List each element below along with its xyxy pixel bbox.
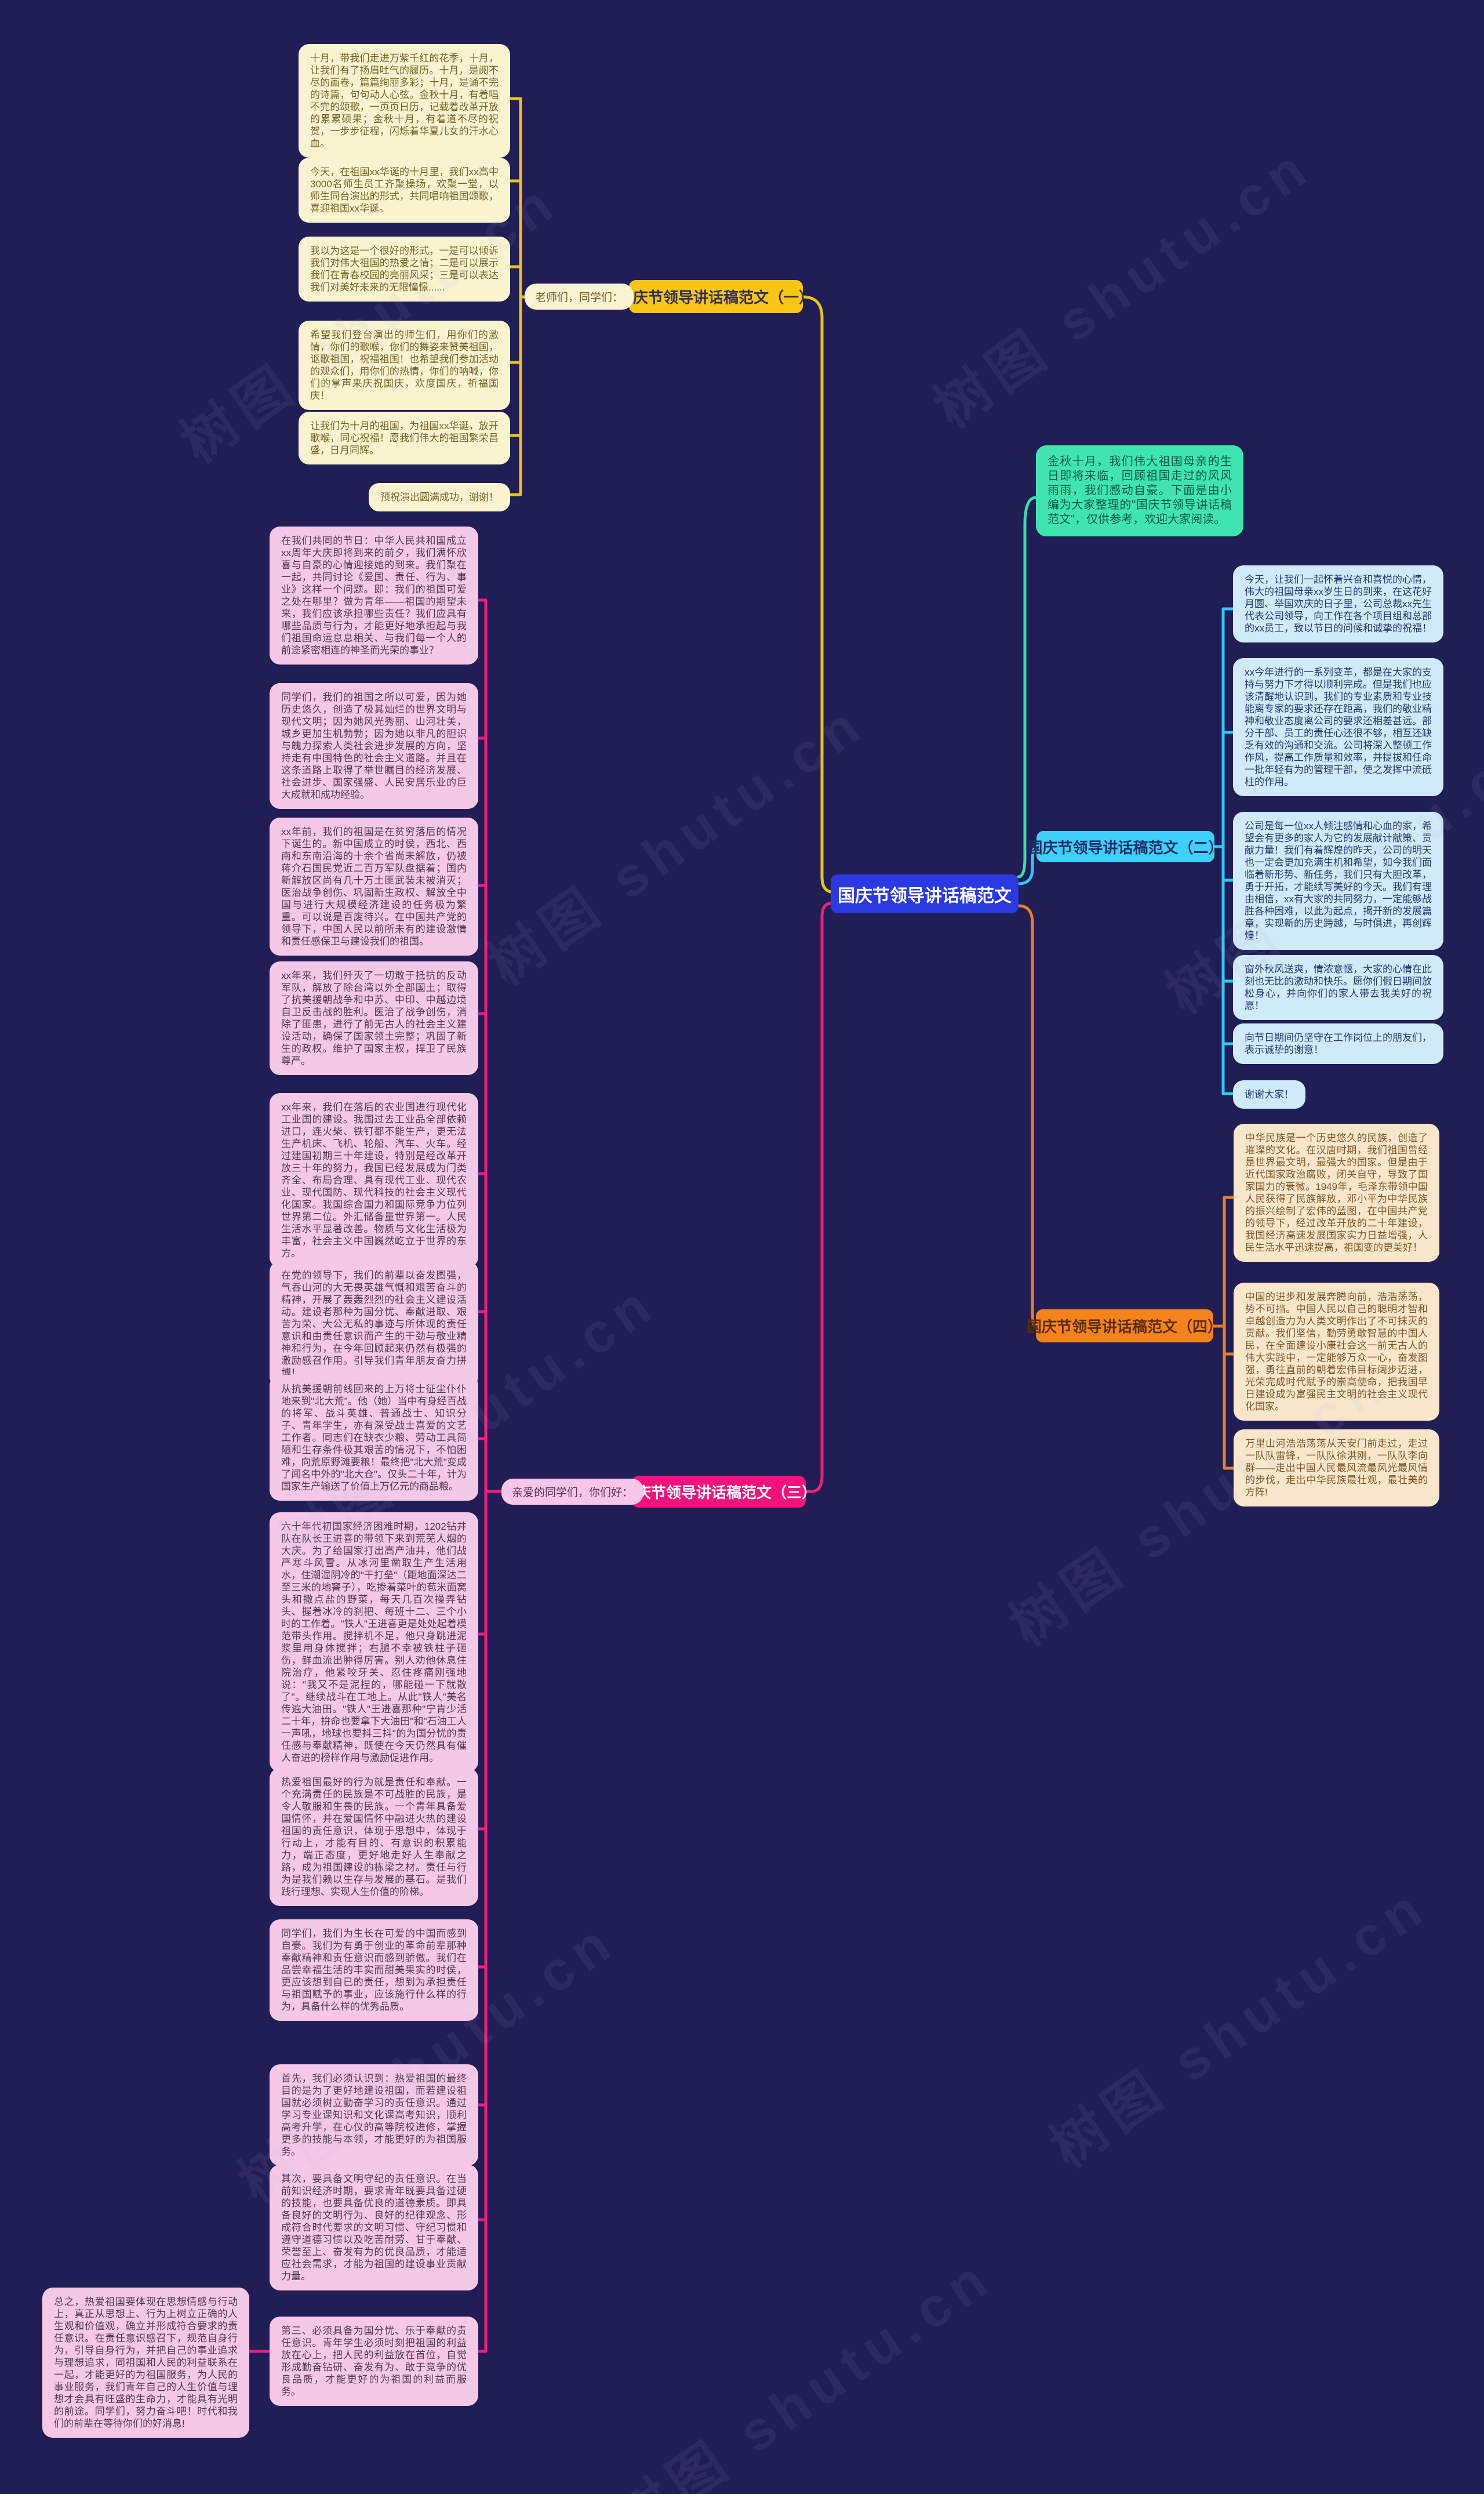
paragraph-box[interactable]: 在我们共同的节日：中华人民共和国成立xx周年大庆即将到来的前夕，我们满怀欣喜与自… [270, 527, 478, 665]
paragraph-box[interactable]: 希望我们登台演出的师生们，用你们的激情，你们的歌喉，你们的舞姿来赞美祖国，讴歌祖… [299, 321, 510, 410]
watermark: 树图 shutu.cn [923, 135, 1323, 440]
branch-node-2[interactable]: 国庆节领导讲话稿范文（二） [1028, 831, 1224, 862]
paragraph-box[interactable]: 中国的进步和发展奔腾向前，浩浩荡荡，势不可挡。中国人民以自己的聪明才智和卓越创造… [1234, 1283, 1439, 1421]
paragraph-box[interactable]: 同学们，我们的祖国之所以可爱，因为她历史悠久，创造了极其灿烂的世界文明与现代文明… [270, 683, 478, 809]
paragraph-box[interactable]: xx年来，我们在落后的农业国进行现代化工业国的建设。我国过去工业品全部依赖进口，… [270, 1093, 478, 1268]
branch1-greeting-label[interactable]: 老师们，同学们： [525, 284, 634, 310]
root-topic-node[interactable]: 国庆节领导讲话稿范文 [831, 874, 1019, 913]
branch-node-3[interactable]: 国庆节领导讲话稿范文（三） [621, 1476, 817, 1508]
paragraph-box[interactable]: 首先，我们必须认识到：热爱祖国的最终目的是为了更好地建设祖国，而若建设祖国就必须… [270, 2064, 478, 2166]
paragraph-box[interactable]: 谢谢大家！ [1233, 1080, 1305, 1109]
branch1-links [501, 97, 832, 894]
branch-node-1[interactable]: 国庆节领导讲话稿范文（一） [618, 280, 814, 313]
paragraph-box[interactable]: 从抗美援朝前线回来的上万将士征尘仆仆地来到"北大荒"。他（她）当中有身经百战的将… [270, 1375, 478, 1501]
paragraph-box[interactable]: 在党的领导下，我们的前辈以奋发图强，气吞山河的大无畏英雄气慨和艰苦奋斗的精神，开… [270, 1261, 478, 1387]
paragraph-box[interactable]: xx年来，我们歼灭了一切敢于抵抗的反动军队，解放了除台湾以外全部国土；取得了抗美… [270, 961, 478, 1075]
paragraph-box[interactable]: 向节日期间仍坚守在工作岗位上的朋友们，表示诚挚的谢意！ [1233, 1023, 1443, 1064]
summary-paragraph-box[interactable]: 总之，热爱祖国要体现在思想情感与行动上，真正从思想上、行为上树立正确的人生观和价… [42, 2288, 249, 2438]
paragraph-box[interactable]: 今天，在祖国xx华诞的十月里，我们xx高中3000名师生员工齐聚操场，欢聚一堂，… [299, 158, 510, 223]
paragraph-box[interactable]: 预祝演出圆满成功，谢谢！ [369, 483, 510, 511]
paragraph-box[interactable]: xx今年进行的一系列变革，都是在大家的支持与努力下才得以顺利完成。但是我们也应该… [1233, 658, 1443, 796]
paragraph-box[interactable]: 十月，带我们走进万紫千红的花季，十月，让我们有了扬眉吐气的履历。十月，是阅不尽的… [299, 44, 510, 158]
paragraph-box[interactable]: xx年前，我们的祖国是在贫穷落后的情况下诞生的。新中国成立的时侯，西北、西南和东… [270, 818, 478, 956]
paragraph-box[interactable]: 万里山河浩浩荡荡从天安门前走过，走过一队队雷锋，一队队徐洪刚，一队队李向群——走… [1234, 1429, 1439, 1506]
paragraph-box[interactable]: 六十年代初国家经济困难时期，1202钻井队在队长王进喜的带领下来到荒芜人烟的大庆… [270, 1512, 478, 1772]
paragraph-box[interactable]: 中华民族是一个历史悠久的民族，创造了璀璨的文化。在汉唐时期，我们祖国曾经是世界最… [1234, 1124, 1439, 1262]
paragraph-box[interactable]: 今天，让我们一起怀着兴奋和喜悦的心情，伟大的祖国母亲xx岁生日的到来，在这花好月… [1233, 565, 1443, 642]
paragraph-box[interactable]: 公司是每一位xx人倾注感情和心血的家，希望会有更多的家人为它的发展献计献策、贡献… [1233, 812, 1443, 950]
paragraph-box[interactable]: 第三、必须具备为国分忧、乐于奉献的责任意识。青年学生必须时刻把祖国的利益放在心上… [270, 2317, 478, 2406]
branch-node-4[interactable]: 国庆节领导讲话稿范文（四） [1027, 1309, 1223, 1342]
watermark: 树图 shutu.cn [605, 2245, 1005, 2494]
paragraph-box[interactable]: 我以为这是一个很好的形式，一是可以倾诉我们对伟大祖国的热爱之情；二是可以展示我们… [299, 237, 510, 302]
watermark: 树图 shutu.cn [1039, 1874, 1439, 2180]
paragraph-box[interactable]: 其次，要具备文明守纪的责任意识。在当前知识经济时期，要求青年既要具备过硬的技能，… [270, 2165, 478, 2290]
watermark: 树图 shutu.cn [477, 691, 877, 997]
intro-note-box[interactable]: 金秋十月，我们伟大祖国母亲的生日即将来临，回顾祖国走过的风风雨雨，我们感动自豪。… [1036, 445, 1243, 536]
paragraph-box[interactable]: 同学们，我们为生长在可爱的中国而感到自豪。我们为有勇于创业的革命前辈那种奉献精神… [270, 1919, 478, 2021]
branch4-links [1017, 904, 1235, 1470]
paragraph-box[interactable]: 让我们为十月的祖国，为祖国xx华诞，放开歌喉，同心祝福！愿我们伟大的祖国繁荣昌盛… [299, 412, 510, 464]
paragraph-box[interactable]: 热爱祖国最好的行为就是责任和奉献。一个充满责任的民族是不可战胜的民族，是令人敬服… [270, 1768, 478, 1906]
root-note-link [1017, 496, 1038, 878]
branch3-greeting-label[interactable]: 亲爱的同学们，你们好： [501, 1479, 644, 1505]
paragraph-box[interactable]: 窗外秋风送爽，情浓意惬，大家的心情在此刻也无比的激动和快乐。愿你们假日期间放松身… [1233, 955, 1443, 1020]
